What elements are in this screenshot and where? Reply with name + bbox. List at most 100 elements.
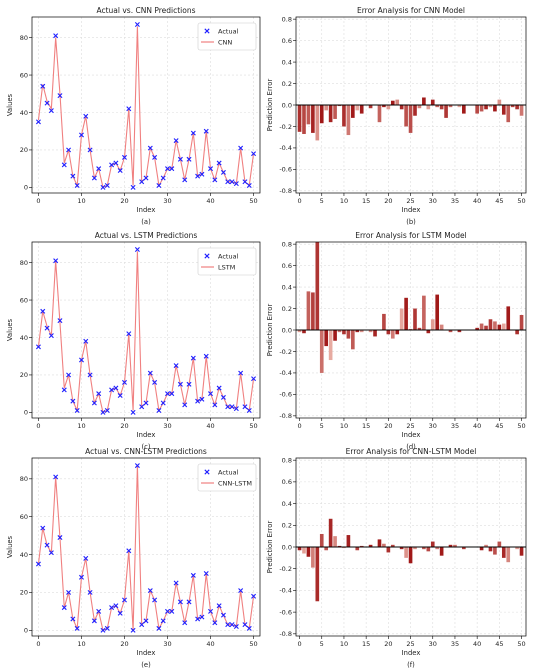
actual-point-stroke (53, 474, 59, 480)
actual-point (53, 258, 59, 264)
actual-point-stroke (220, 612, 226, 618)
actual-point (173, 138, 179, 144)
error-bar (484, 325, 488, 330)
actual-point-stroke (91, 400, 97, 406)
actual-point (113, 385, 119, 391)
actual-point (83, 555, 89, 561)
x-tick-label: 15 (362, 197, 370, 205)
y-axis-label: Prediction Error (266, 304, 274, 357)
actual-point (190, 355, 196, 361)
actual-point (35, 119, 41, 125)
actual-point (100, 184, 106, 190)
panel-b: 0 5 10 15 20 25 30 35 40 45 50 -0.8 -0.6 -0.4 -0.2 0.0 0… (266, 6, 527, 226)
actual-point (78, 132, 84, 138)
actual-point (199, 396, 205, 402)
y-tick-label: 40 (20, 334, 28, 342)
actual-point (91, 400, 97, 406)
error-bar (319, 105, 324, 124)
x-tick-label: 0 (297, 640, 301, 648)
actual-point (195, 173, 201, 179)
x-tick-label: 40 (206, 422, 214, 430)
actual-point (169, 166, 175, 172)
error-bar (430, 541, 435, 547)
error-bar (311, 292, 315, 330)
actual-point (126, 331, 132, 337)
actual-point (203, 571, 209, 576)
error-bar (497, 324, 502, 330)
error-bar (386, 330, 391, 335)
actual-point-stroke (225, 622, 231, 628)
actual-point-stroke (208, 391, 214, 397)
error-bar (417, 327, 422, 330)
error-bar (493, 105, 497, 112)
error-bar (475, 105, 479, 114)
error-bar (351, 330, 355, 350)
y-tick-label: -0.6 (279, 391, 292, 399)
error-bar (390, 330, 395, 339)
error-bar (404, 547, 408, 558)
error-bar (319, 533, 324, 547)
actual-point (195, 616, 201, 622)
x-tick-label: 40 (473, 422, 481, 430)
actual-point-stroke (173, 138, 179, 144)
legend-label-prediction: CNN (218, 39, 232, 47)
actual-point-stroke (87, 147, 93, 153)
y-tick-label: 60 (20, 296, 28, 304)
actual-point-stroke (126, 548, 132, 554)
y-tick-label: -0.8 (279, 630, 292, 638)
y-tick-label: 60 (20, 513, 28, 521)
error-bar (519, 105, 524, 116)
actual-point (83, 338, 89, 344)
error-bar (306, 547, 311, 557)
actual-point-stroke (199, 614, 205, 620)
actual-point (251, 151, 257, 157)
actual-point-stroke (130, 409, 136, 415)
actual-point (177, 599, 183, 605)
actual-point-stroke (134, 22, 140, 27)
y-tick-label: 0.0 (282, 101, 292, 109)
x-axis-label: Index (402, 431, 421, 439)
error-bar (399, 105, 404, 110)
actual-point (229, 622, 235, 628)
actual-point (134, 247, 140, 252)
error-bar (382, 105, 386, 108)
actual-point-stroke (229, 179, 235, 185)
error-bar (408, 547, 413, 564)
actual-point (182, 620, 188, 626)
actual-point-stroke (147, 370, 153, 376)
error-bar (519, 547, 524, 556)
y-tick-label: 0.8 (282, 240, 292, 248)
actual-point-stroke (173, 363, 179, 369)
error-bar (444, 105, 448, 118)
actual-point (143, 175, 149, 181)
error-bar (462, 105, 466, 114)
actual-point-stroke (203, 128, 209, 134)
actual-point-stroke (57, 318, 63, 324)
actual-point (212, 177, 218, 183)
actual-point (66, 147, 72, 153)
actual-point-stroke (104, 183, 110, 188)
error-bar (488, 547, 493, 552)
y-tick-label: -0.2 (279, 348, 292, 356)
actual-point (208, 166, 214, 172)
error-bar (408, 328, 413, 330)
error-bar (515, 330, 519, 335)
y-tick-label: -0.2 (279, 565, 292, 573)
y-tick-label: -0.8 (279, 412, 292, 420)
error-bar (355, 547, 360, 551)
error-bar (377, 105, 382, 123)
actual-point-stroke (122, 379, 127, 385)
actual-point-stroke (242, 179, 248, 185)
actual-point-stroke (83, 555, 89, 561)
actual-point (96, 391, 102, 397)
actual-point (100, 409, 106, 415)
actual-point (113, 160, 119, 166)
actual-point-stroke (48, 550, 54, 556)
actual-point-stroke (165, 608, 170, 614)
actual-point (61, 387, 67, 393)
x-tick-label: 10 (340, 422, 348, 430)
actual-point-stroke (130, 184, 136, 190)
y-axis-label: Values (6, 535, 14, 558)
error-bar (302, 105, 306, 134)
